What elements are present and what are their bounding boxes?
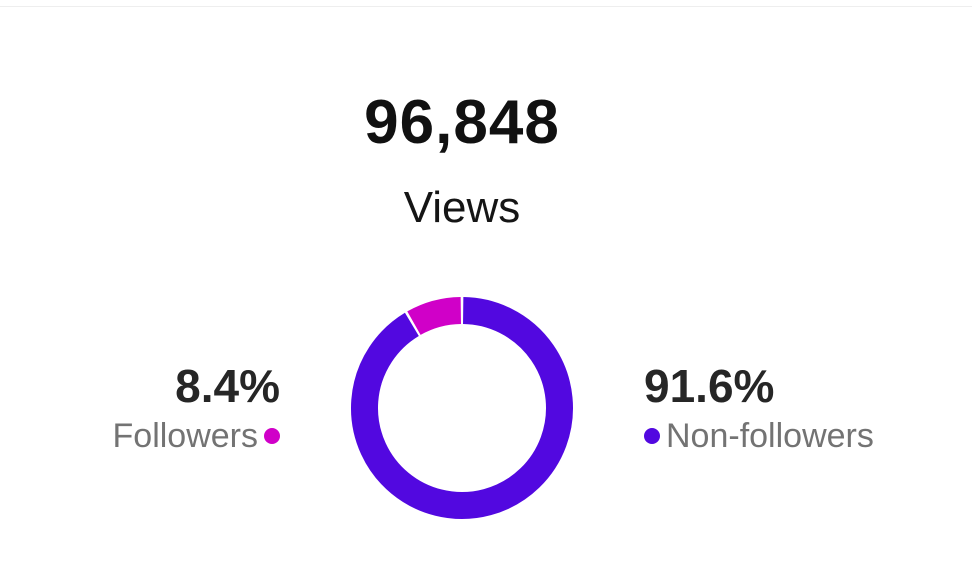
followers-color-dot bbox=[264, 428, 280, 444]
donut-slice-non-followers bbox=[351, 297, 573, 519]
donut-slice-followers bbox=[407, 297, 462, 336]
legend-followers: 8.4% Followers bbox=[113, 358, 280, 458]
non-followers-color-dot bbox=[644, 428, 660, 444]
total-views-value: 96,848 bbox=[364, 88, 560, 157]
followers-label: Followers bbox=[112, 417, 258, 455]
total-views-label: Views bbox=[403, 183, 521, 232]
non-followers-label: Non-followers bbox=[666, 417, 874, 455]
donut-slices bbox=[351, 297, 573, 519]
non-followers-percent: 91.6% bbox=[644, 360, 775, 412]
followers-label-row: Followers bbox=[113, 414, 280, 458]
non-followers-label-row: Non-followers bbox=[644, 414, 874, 458]
views-donut-chart bbox=[351, 297, 573, 519]
legend-non-followers: 91.6% Non-followers bbox=[644, 358, 874, 458]
followers-percent: 8.4% bbox=[175, 360, 280, 412]
top-divider bbox=[0, 0, 972, 7]
